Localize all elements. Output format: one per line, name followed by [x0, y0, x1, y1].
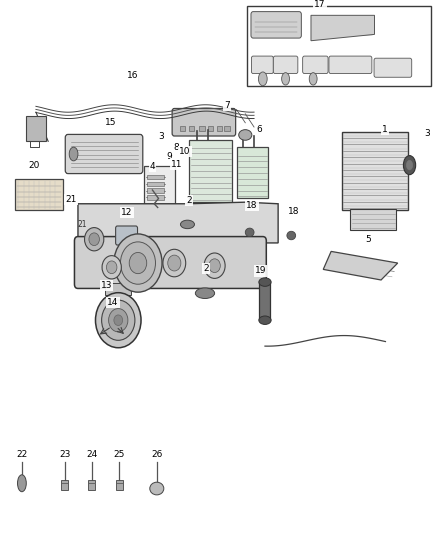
- Text: 18: 18: [288, 207, 299, 216]
- Ellipse shape: [114, 315, 123, 326]
- FancyBboxPatch shape: [65, 134, 143, 174]
- Bar: [247, 6, 431, 86]
- Text: 24: 24: [86, 450, 98, 459]
- Text: 2: 2: [187, 196, 192, 205]
- Text: 2: 2: [203, 264, 208, 273]
- FancyBboxPatch shape: [116, 226, 138, 245]
- Text: 23: 23: [59, 450, 71, 459]
- Text: 3: 3: [158, 132, 164, 141]
- Ellipse shape: [106, 261, 117, 273]
- FancyBboxPatch shape: [172, 109, 236, 136]
- Bar: [259, 282, 270, 320]
- FancyBboxPatch shape: [251, 56, 273, 74]
- Ellipse shape: [204, 253, 225, 278]
- Text: 20: 20: [28, 160, 40, 169]
- Ellipse shape: [18, 475, 26, 492]
- Ellipse shape: [287, 231, 296, 240]
- Text: 12: 12: [121, 208, 133, 217]
- Bar: [105, 283, 131, 295]
- Bar: [116, 480, 123, 490]
- FancyBboxPatch shape: [374, 58, 412, 77]
- Bar: [147, 175, 164, 179]
- Text: 14: 14: [107, 298, 119, 307]
- Ellipse shape: [259, 316, 271, 325]
- Bar: [147, 182, 164, 186]
- Text: 11: 11: [171, 159, 183, 168]
- FancyBboxPatch shape: [329, 56, 372, 74]
- Polygon shape: [311, 15, 374, 41]
- Ellipse shape: [403, 156, 416, 175]
- Text: 25: 25: [113, 450, 125, 459]
- Text: 8: 8: [173, 143, 179, 152]
- Ellipse shape: [120, 242, 155, 284]
- Bar: [26, 116, 46, 141]
- Ellipse shape: [114, 234, 162, 292]
- Text: 13: 13: [101, 281, 112, 290]
- Bar: [237, 147, 268, 198]
- Bar: [144, 166, 175, 204]
- Bar: [199, 126, 205, 131]
- Bar: [15, 180, 63, 210]
- Text: 15: 15: [105, 118, 116, 127]
- Text: 10: 10: [179, 148, 191, 156]
- Text: 21: 21: [65, 195, 77, 204]
- Bar: [224, 126, 230, 131]
- Bar: [180, 126, 185, 131]
- Ellipse shape: [129, 253, 147, 273]
- Text: 3: 3: [424, 129, 430, 138]
- Ellipse shape: [69, 147, 78, 161]
- Polygon shape: [78, 202, 278, 243]
- Bar: [189, 126, 194, 131]
- Bar: [61, 480, 68, 490]
- Ellipse shape: [102, 300, 135, 341]
- Ellipse shape: [195, 288, 215, 298]
- Ellipse shape: [406, 160, 413, 170]
- Bar: [88, 480, 95, 490]
- Text: 22: 22: [16, 450, 28, 459]
- Bar: [342, 132, 408, 210]
- Bar: [217, 126, 222, 131]
- Ellipse shape: [95, 293, 141, 348]
- Ellipse shape: [102, 256, 121, 279]
- Ellipse shape: [239, 130, 252, 140]
- Ellipse shape: [168, 255, 181, 271]
- Text: 1: 1: [381, 125, 388, 134]
- Ellipse shape: [163, 249, 186, 277]
- Ellipse shape: [258, 72, 267, 86]
- FancyBboxPatch shape: [303, 56, 328, 74]
- Ellipse shape: [180, 220, 194, 229]
- Text: 19: 19: [255, 266, 266, 276]
- Bar: [147, 195, 164, 199]
- Text: 9: 9: [166, 151, 172, 160]
- Text: 7: 7: [224, 101, 230, 110]
- Text: 4: 4: [150, 162, 155, 171]
- Ellipse shape: [209, 259, 220, 272]
- Text: 21: 21: [78, 221, 88, 229]
- Text: 16: 16: [127, 71, 138, 79]
- Bar: [189, 140, 232, 202]
- Text: 6: 6: [257, 125, 263, 134]
- FancyBboxPatch shape: [251, 12, 301, 38]
- FancyBboxPatch shape: [273, 56, 298, 74]
- Polygon shape: [323, 252, 398, 280]
- Ellipse shape: [259, 278, 271, 286]
- Ellipse shape: [282, 72, 290, 85]
- Text: 18: 18: [246, 201, 258, 211]
- Bar: [147, 188, 164, 192]
- Ellipse shape: [309, 72, 317, 85]
- Ellipse shape: [89, 233, 99, 246]
- Bar: [350, 209, 396, 230]
- Ellipse shape: [150, 482, 164, 495]
- Ellipse shape: [109, 309, 128, 332]
- Text: 5: 5: [365, 235, 371, 244]
- Ellipse shape: [85, 228, 104, 251]
- Text: 17: 17: [314, 0, 325, 9]
- Text: 26: 26: [151, 450, 162, 459]
- Ellipse shape: [245, 228, 254, 237]
- FancyBboxPatch shape: [74, 237, 266, 288]
- Bar: [208, 126, 213, 131]
